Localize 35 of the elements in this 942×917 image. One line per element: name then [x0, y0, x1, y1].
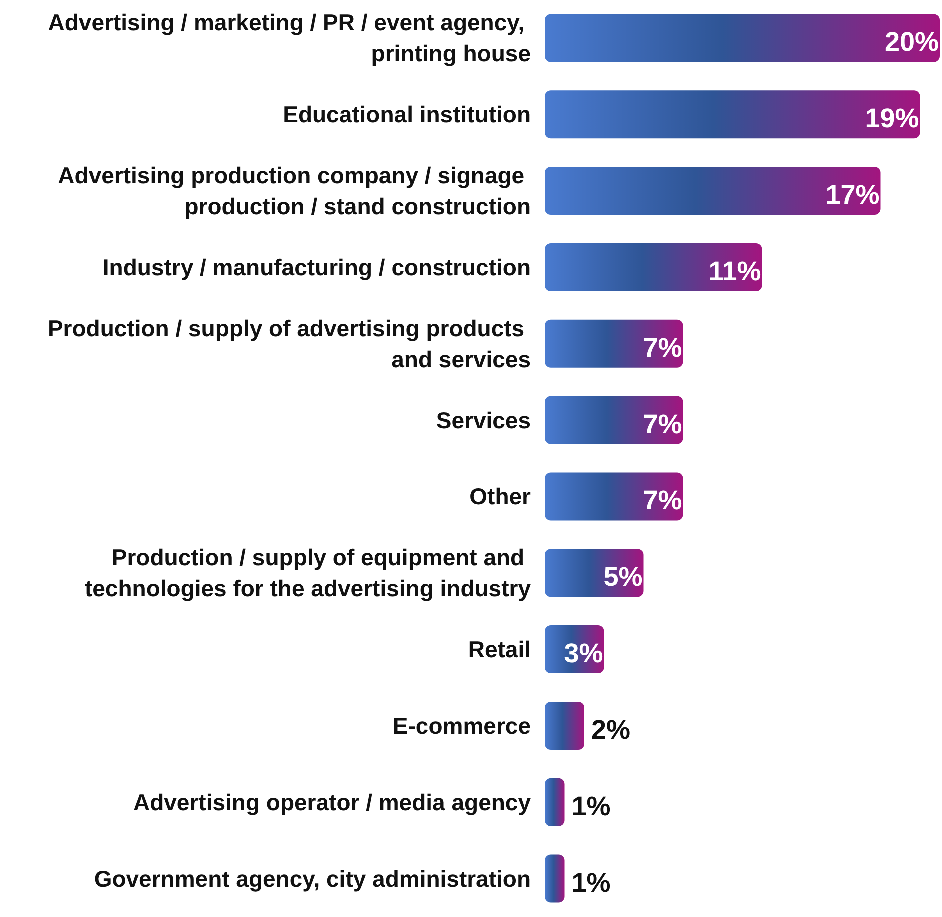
data-label: 7%: [643, 332, 682, 363]
data-label: 7%: [643, 486, 682, 516]
bar: [545, 778, 565, 826]
y-tick-label: Advertising / marketing / PR / event agency, printing house: [48, 10, 531, 67]
data-label: 1%: [572, 791, 611, 822]
bar: [545, 320, 684, 368]
bar: [545, 702, 584, 750]
bar: [545, 243, 762, 292]
data-label: 17%: [826, 180, 880, 210]
y-tick-label: Retail: [468, 636, 531, 663]
data-label: 20%: [884, 27, 939, 58]
y-tick-label: Educational institution: [283, 102, 531, 128]
data-label: 3%: [564, 638, 604, 669]
data-label: 7%: [643, 409, 682, 440]
bar: [545, 90, 920, 139]
data-label: 11%: [708, 256, 762, 286]
bar: [545, 472, 684, 521]
bar: [545, 167, 881, 216]
y-tick-label: Advertising production company / signage production / stand construction: [58, 162, 531, 220]
y-tick-label: Production / supply of equipment and technologies for the advertising industry: [84, 544, 532, 602]
y-tick-label: Government agency, city administration: [94, 866, 531, 892]
y-tick-label: Production / supply of advertising products and services: [48, 315, 531, 372]
bar: [545, 549, 644, 598]
data-label: 5%: [604, 562, 643, 592]
bar: [545, 396, 684, 444]
data-label: 2%: [592, 714, 631, 745]
bar: [545, 854, 565, 903]
y-tick-label: Other: [470, 484, 532, 510]
data-label: 19%: [865, 104, 920, 134]
data-label: 1%: [572, 868, 611, 898]
y-tick-label: E-commerce: [392, 712, 531, 739]
bar: [545, 14, 940, 62]
y-tick-label: Industry / manufacturing / construction: [102, 254, 531, 280]
y-tick-label: Advertising operator / media agency: [133, 789, 532, 816]
y-tick-label: Services: [436, 407, 531, 434]
